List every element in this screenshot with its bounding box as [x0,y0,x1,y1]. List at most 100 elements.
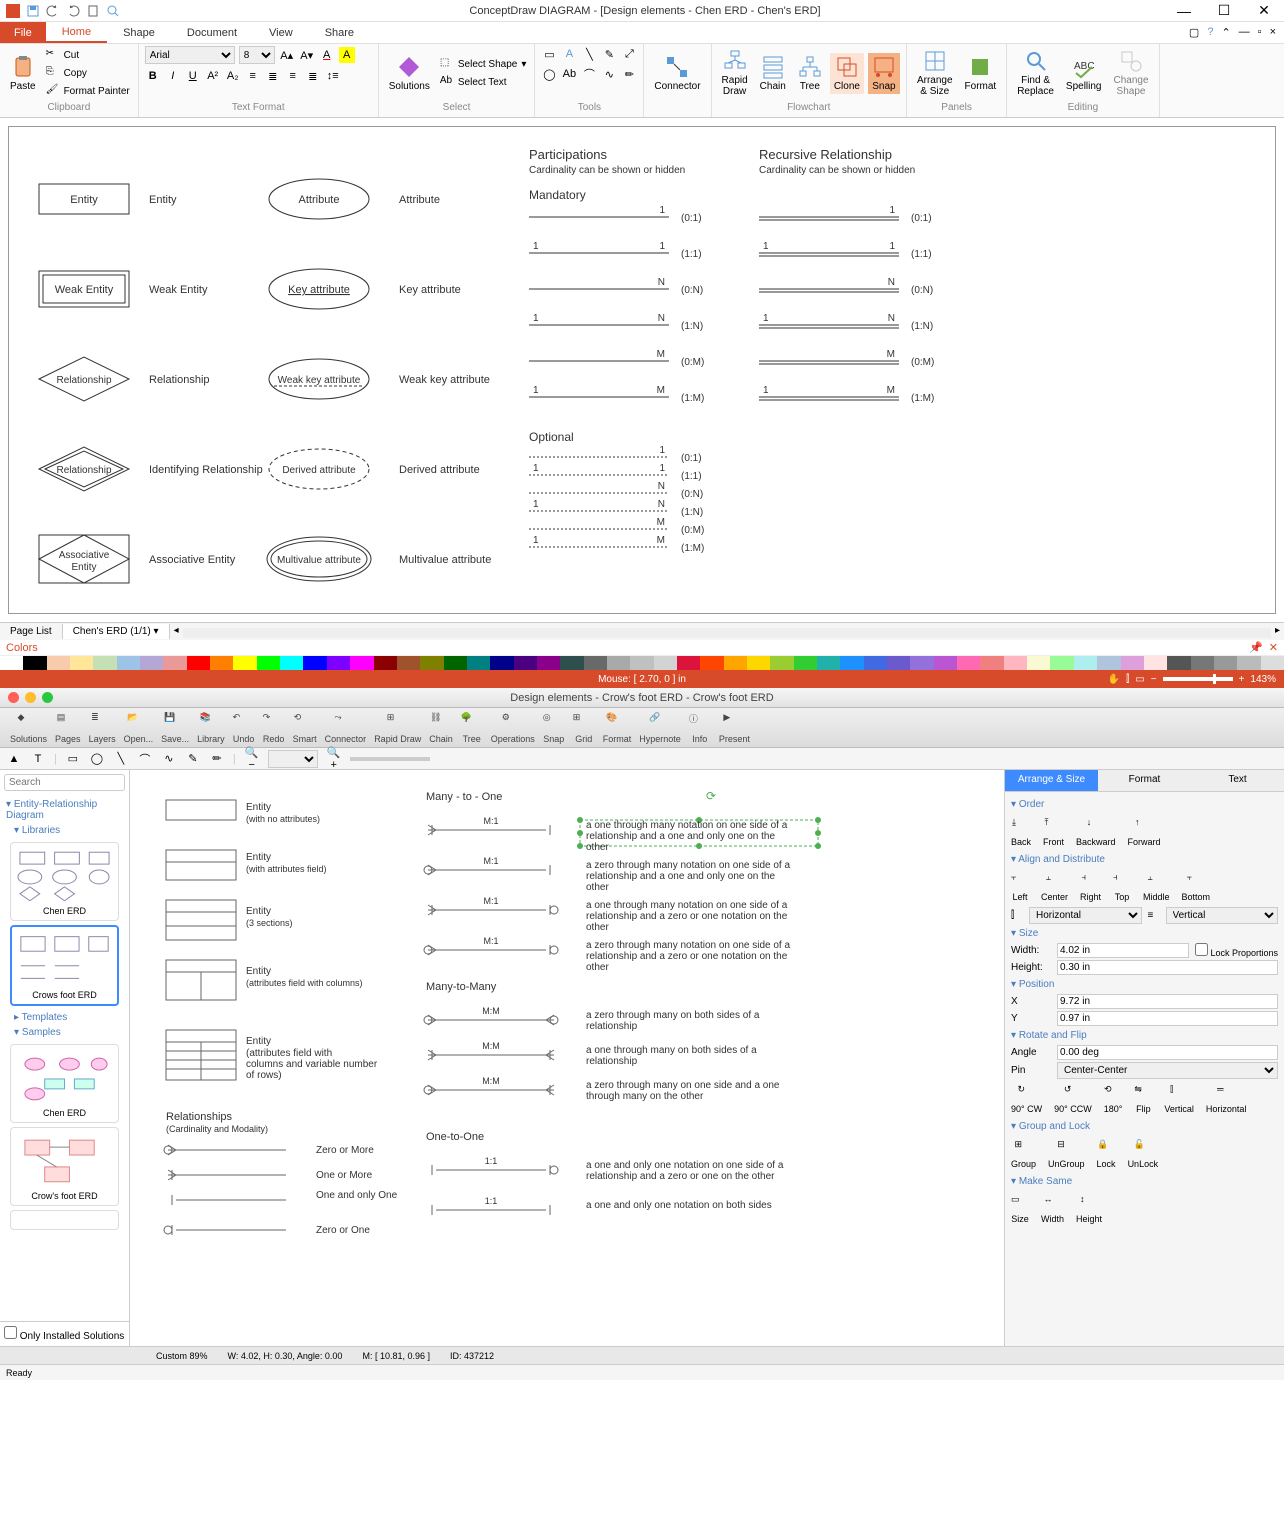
zoom-in2-button[interactable]: 🔍+ [326,751,342,767]
y-input[interactable] [1057,1011,1278,1026]
callout-tool-button[interactable]: Ab [561,66,577,82]
color-swatch[interactable] [70,656,93,670]
brush-tool2-button[interactable]: ✏ [209,751,225,767]
superscript-button[interactable]: A² [205,68,221,84]
maximize-button[interactable]: ☐ [1210,3,1238,19]
align-left-button[interactable]: ≡ [245,68,261,84]
scroll-left-button[interactable]: ◂ [170,625,183,638]
color-swatch[interactable] [1237,656,1260,670]
connector-button[interactable] [541,46,549,50]
view-tab[interactable]: View [253,22,309,43]
color-swatch[interactable] [1050,656,1073,670]
color-swatch[interactable] [700,656,723,670]
minimize-button[interactable]: — [1170,3,1198,19]
rotate-icons-horizontal[interactable]: ═Horizontal [1206,1084,1247,1114]
align-icons-bottom[interactable]: ⫟Bottom [1182,872,1211,902]
order-section[interactable]: ▾ Order [1011,796,1278,813]
rotate-section[interactable]: ▾ Rotate and Flip [1011,1027,1278,1044]
same-icons-height[interactable]: ↕Height [1076,1194,1102,1224]
italic-button[interactable]: I [165,68,181,84]
toolbar-tree[interactable]: 🌳Tree [457,712,487,744]
close-button[interactable]: ✕ [1250,3,1278,19]
color-swatch[interactable] [187,656,210,670]
help-icon[interactable]: ? [1207,26,1213,39]
color-swatch[interactable] [957,656,980,670]
align-section[interactable]: ▾ Align and Distribute [1011,851,1278,868]
color-swatch[interactable] [747,656,770,670]
curve-tool-button[interactable]: ∿ [601,66,617,82]
tree-button[interactable]: Tree [794,53,826,94]
grow-font-button[interactable]: A▴ [279,47,295,63]
rotate-icons-vertical[interactable]: ⫿Vertical [1164,1084,1194,1114]
color-swatch[interactable] [210,656,233,670]
curve-tool2-button[interactable]: ∿ [161,751,177,767]
toolbar-present[interactable]: ▶Present [715,712,754,744]
rotate-icons-90-ccw[interactable]: ↺90° CCW [1054,1084,1092,1114]
color-swatch[interactable] [934,656,957,670]
document-tab[interactable]: Document [171,22,253,43]
position-section[interactable]: ▾ Position [1011,976,1278,993]
color-swatch[interactable] [607,656,630,670]
toolbar-operations[interactable]: ⚙Operations [487,712,539,744]
search-input[interactable] [4,774,125,791]
angle-input[interactable] [1057,1045,1278,1060]
rect-tool2-button[interactable]: ▭ [65,751,81,767]
sample-crows-thumb[interactable]: Crow's foot ERD [10,1127,119,1206]
tree-erd-header[interactable]: ▾ Entity-Relationship Diagram [6,797,123,823]
search-icon[interactable] [106,4,120,18]
toolbar-info[interactable]: ⓘInfo [685,712,715,744]
save-icon[interactable] [26,4,40,18]
order-icons-front[interactable]: ⤒Front [1043,817,1064,847]
font-size-select[interactable]: 8 [239,46,275,64]
rotate-icons-180-[interactable]: ⟲180° [1104,1084,1123,1114]
zoom-out-button[interactable]: − [1151,674,1157,685]
connector-button[interactable]: Connector [650,53,704,94]
toolbar-grid[interactable]: ⊞Grid [569,712,599,744]
rotate-icons-flip[interactable]: ⇋Flip [1134,1084,1152,1114]
ribbon-pin-icon[interactable]: — [1239,26,1250,39]
copy-button[interactable]: ⎘Copy [44,65,132,81]
color-swatch[interactable] [420,656,443,670]
sample-more-thumb[interactable] [10,1210,119,1230]
new-doc-icon[interactable] [86,4,100,18]
color-swatch[interactable] [514,656,537,670]
color-swatch[interactable] [0,656,23,670]
same-icons-size[interactable]: ▭Size [1011,1194,1029,1224]
shrink-font-button[interactable]: A▾ [299,47,315,63]
toolbar-open-[interactable]: 📂Open... [120,712,158,744]
center-canvas[interactable]: Entity(with no attributes)Entity(with at… [130,770,1004,1346]
group-icons-unlock[interactable]: 🔓UnLock [1128,1139,1159,1169]
align-icons-right[interactable]: ⫞Right [1080,872,1101,902]
pin-select[interactable]: Center-Center [1057,1062,1278,1079]
ribbon-collapse-icon[interactable]: ⌃ [1221,26,1230,39]
color-swatch[interactable] [630,656,653,670]
order-icons-forward[interactable]: ↑Forward [1128,817,1161,847]
color-swatch[interactable] [303,656,326,670]
toolbar-save-[interactable]: 💾Save... [157,712,193,744]
color-swatch[interactable] [280,656,303,670]
toolbar-hypernote[interactable]: 🔗Hypernote [635,712,685,744]
page-list-button[interactable]: Page List [0,624,63,639]
color-swatch[interactable] [163,656,186,670]
lib-crows-thumb[interactable]: Crows foot ERD [10,925,119,1006]
color-swatch[interactable] [910,656,933,670]
rapid-draw-button[interactable]: Rapid Draw [718,47,752,99]
line-tool-button[interactable]: ╲ [581,46,597,62]
color-swatch[interactable] [23,656,46,670]
tree-templates[interactable]: ▸ Templates [6,1010,123,1025]
only-installed-checkbox[interactable] [4,1326,17,1339]
eyedropper-button[interactable]: ⤢ [621,46,637,62]
color-swatch[interactable] [140,656,163,670]
help-page-icon[interactable]: ▢ [1189,26,1199,39]
font-select[interactable]: Arial [145,46,235,64]
cut-button[interactable]: ✂Cut [44,47,132,63]
h-scrollbar[interactable] [183,628,1271,638]
toolbar-layers[interactable]: ≣Layers [85,712,120,744]
color-swatch[interactable] [677,656,700,670]
color-swatch[interactable] [1214,656,1237,670]
rotate-icons-90-cw[interactable]: ↻90° CW [1011,1084,1042,1114]
zoom-select[interactable] [268,750,318,768]
toolbar-smart[interactable]: ⟲Smart [289,712,321,744]
hand-tool-icon[interactable]: ✋ [1108,674,1120,685]
spelling-button[interactable]: ABCSpelling [1062,53,1106,94]
